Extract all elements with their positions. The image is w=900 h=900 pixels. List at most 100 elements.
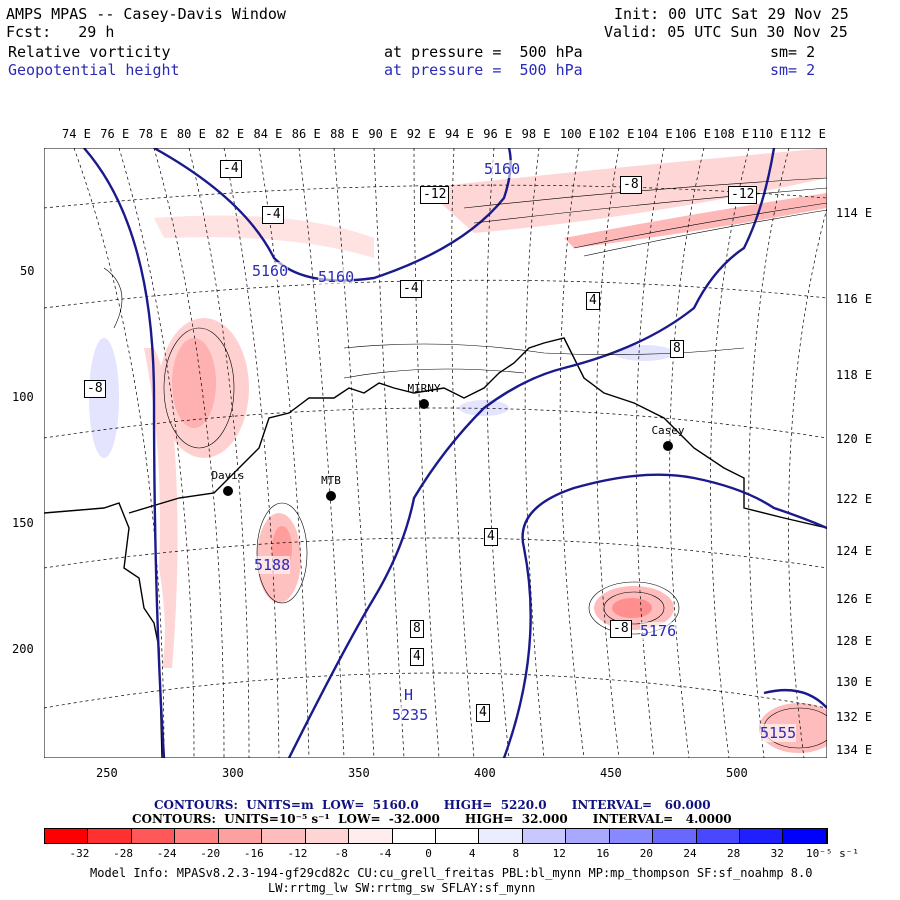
valid-time: Valid: 05 UTC Sun 30 Nov 25 <box>604 23 848 41</box>
station-label: Casey <box>651 424 685 437</box>
x-tick-label: 400 <box>474 766 496 780</box>
colorbar-swatch <box>45 829 89 843</box>
top-longitude-label: 82 E <box>215 127 245 141</box>
latlon-grid <box>44 148 827 758</box>
station-dot <box>223 486 233 496</box>
top-longitude-label: 84 E <box>253 127 283 141</box>
field2-name: Geopotential height <box>8 61 180 79</box>
vorticity-contour-info: CONTOURS: UNITS=10⁻⁵ s⁻¹ LOW= -32.000 HI… <box>132 812 732 826</box>
x-tick-label: 350 <box>348 766 370 780</box>
top-longitude-label: 100 E <box>559 127 597 141</box>
colorbar-swatch <box>131 829 176 843</box>
vorticity-label: -4 <box>262 206 284 224</box>
right-longitude-label: 128 E <box>836 634 873 648</box>
height-label: 5160 <box>252 262 289 280</box>
top-longitude-label: 108 E <box>713 127 750 141</box>
top-longitude-label: 88 E <box>330 127 359 141</box>
field1-smoothing: sm= 2 <box>770 43 816 61</box>
colorbar-units: 10⁻⁵ s⁻¹ <box>806 847 859 860</box>
station-label: MTB <box>321 474 341 487</box>
height-label: 5160 <box>484 160 521 178</box>
field1-name: Relative vorticity <box>8 43 171 61</box>
colorbar-swatch <box>653 829 697 843</box>
model-info: Model Info: MPASv8.2.3-194-gf29cd82c CU:… <box>90 866 813 880</box>
y-tick-label: 50 <box>20 264 35 278</box>
vorticity-label: 8 <box>410 620 424 638</box>
right-longitude-label: 132 E <box>836 710 873 724</box>
vorticity-label: 4 <box>484 528 498 546</box>
y-tick-label: 150 <box>12 516 34 530</box>
forecast-hour: Fcst: 29 h <box>6 23 115 41</box>
height-contour-info: CONTOURS: UNITS=m LOW= 5160.0 HIGH= 5220… <box>154 798 711 812</box>
vorticity-label: -8 <box>620 176 642 194</box>
colorbar-swatch <box>522 829 567 843</box>
top-longitude-label: 86 E <box>291 127 321 141</box>
station-dot <box>419 399 429 409</box>
colorbar-swatch <box>392 829 436 843</box>
colorbar-swatch <box>435 829 480 843</box>
colorbar-label: 0 <box>425 847 432 860</box>
colorbar-label: -24 <box>156 847 177 860</box>
vorticity-label: -12 <box>728 186 758 204</box>
colorbar-label: -4 <box>378 847 392 860</box>
y-tick-label: 100 <box>12 390 34 404</box>
colorbar <box>44 828 828 844</box>
field2-pressure: at pressure = 500 hPa <box>384 61 583 79</box>
top-longitude-label: 110 E <box>751 127 788 141</box>
plot-title: AMPS MPAS -- Casey-Davis Window <box>6 5 286 23</box>
top-longitude-label: 104 E <box>636 127 673 141</box>
vorticity-label: -4 <box>220 160 242 178</box>
vorticity-label: 8 <box>670 340 684 358</box>
vorticity-label: -8 <box>84 380 106 398</box>
top-longitude-label: 96 E <box>483 127 513 141</box>
colorbar-label: -20 <box>200 847 221 860</box>
right-longitude-label: 124 E <box>836 544 873 558</box>
vorticity-label: 4 <box>410 648 424 666</box>
height-label: 5188 <box>254 556 291 574</box>
vorticity-label: -8 <box>610 620 632 638</box>
colorbar-swatch <box>740 829 784 843</box>
x-tick-label: 300 <box>222 766 244 780</box>
colorbar-label: -8 <box>334 847 348 860</box>
field2-smoothing: sm= 2 <box>770 61 816 79</box>
map-plot-area <box>44 148 827 758</box>
colorbar-label: 32 <box>770 847 784 860</box>
colorbar-swatch <box>609 829 654 843</box>
top-longitude-label: 74 E <box>62 127 91 141</box>
colorbar-swatch <box>696 829 740 843</box>
colorbar-label: 12 <box>552 847 566 860</box>
top-longitude-label: 92 E <box>406 127 436 141</box>
station-label: Davis <box>211 469 245 482</box>
top-longitude-label: 98 E <box>521 127 551 141</box>
top-longitude-label: 90 E <box>368 127 398 141</box>
right-longitude-label: 134 E <box>836 743 873 757</box>
vorticity-label: 4 <box>586 292 600 310</box>
colorbar-label: 20 <box>639 847 654 860</box>
colorbar-label: -28 <box>113 847 133 860</box>
colorbar-swatch <box>262 829 306 843</box>
top-longitude-label: 106 E <box>674 127 711 141</box>
right-longitude-label: 120 E <box>836 432 873 446</box>
top-longitude-label: 78 E <box>138 127 168 141</box>
height-label: 5176 <box>640 622 677 640</box>
height-label: 5155 <box>760 724 797 742</box>
colorbar-swatch <box>305 829 350 843</box>
station-dot <box>663 441 673 451</box>
height-label: H <box>404 686 414 704</box>
coastline <box>44 337 827 758</box>
colorbar-label: 24 <box>683 847 697 860</box>
vorticity-label: -12 <box>420 186 450 204</box>
colorbar-swatch <box>88 829 132 843</box>
height-label: 5235 <box>392 706 429 724</box>
top-longitude-label: 80 E <box>176 127 206 141</box>
x-tick-label: 250 <box>96 766 118 780</box>
right-longitude-label: 116 E <box>836 292 873 306</box>
model-info-physics: LW:rrtmg_lw SW:rrtmg_sw SFLAY:sf_mynn <box>268 881 536 895</box>
height-label: 5160 <box>318 268 355 286</box>
colorbar-label: -12 <box>287 847 308 860</box>
height-contours <box>83 148 827 758</box>
x-tick-label: 450 <box>600 766 622 780</box>
station-label: MIRNY <box>407 382 441 395</box>
vorticity-label: -4 <box>400 280 422 298</box>
right-longitude-label: 114 E <box>836 206 873 220</box>
